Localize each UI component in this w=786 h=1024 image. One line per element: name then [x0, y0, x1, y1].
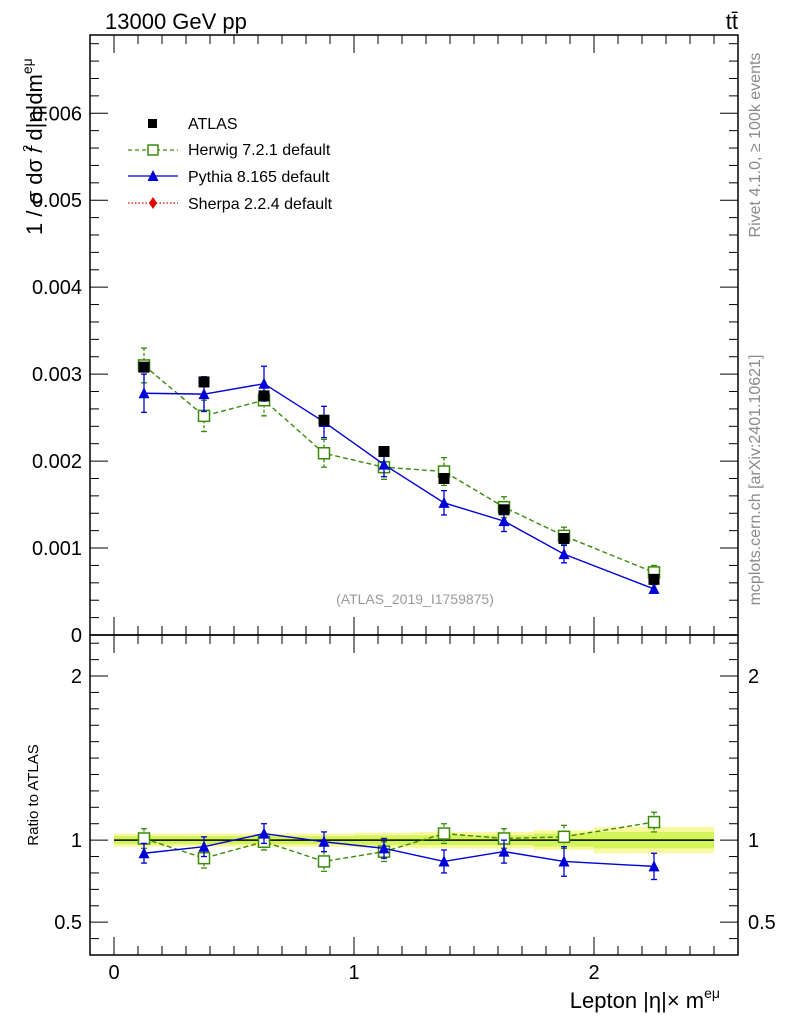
- pythia-data-point: [648, 860, 660, 872]
- ratio-axis-ticks: [89, 635, 739, 955]
- herwig-data-point: [557, 830, 571, 844]
- pythia-series-line: [143, 382, 655, 590]
- ratio-y-axis-label: Ratio to ATLAS: [25, 744, 42, 845]
- pythia-data-point: [258, 377, 270, 389]
- main-ytick-label: 0.001: [32, 538, 82, 560]
- ratio-ytick-label-right: 2: [748, 666, 759, 688]
- analysis-id-label: (ATLAS_2019_I1759875): [336, 591, 494, 607]
- svg-text:1 / σ dσ / d|η|dmeμ: 1 / σ dσ / d|η|dmeμ: [19, 58, 47, 235]
- legend: ATLAS Herwig 7.2.1 default Pythia 8.165 …: [128, 116, 333, 213]
- main-ytick-label: 0: [71, 625, 82, 647]
- pythia-data-point: [558, 548, 570, 560]
- legend-marker-herwig: [147, 144, 159, 156]
- ratio-series-layer: [137, 811, 661, 881]
- ratio-ytick-label-right: 1: [748, 830, 759, 852]
- ratio-ytick-labels-right: 0.5 1 2: [748, 666, 776, 934]
- pythia-data-point: [498, 515, 510, 527]
- pythia-data-point: [258, 827, 270, 839]
- atlas-data-point: [648, 573, 660, 585]
- pythia-data-point: [198, 840, 210, 852]
- side-label-bottom: mcplots.cern.ch [arXiv:2401.10621]: [747, 355, 764, 606]
- main-ytick-label: 0.006: [32, 103, 82, 125]
- pythia-data-point: [498, 845, 510, 857]
- atlas-data-point: [258, 390, 270, 402]
- main-ytick-label: 0.002: [32, 451, 82, 473]
- xlabel-main-text: Lepton |η|× m: [570, 988, 704, 1013]
- x-tick-labels: 0 1 2: [108, 962, 599, 984]
- herwig-series-line: [143, 364, 655, 574]
- ratio-ytick-label-right: 0.5: [748, 912, 776, 934]
- pythia-data-point: [198, 388, 210, 400]
- ratio-ytick-label: 1: [71, 830, 82, 852]
- pythia-data-point: [138, 847, 150, 859]
- legend-label-pythia: Pythia 8.165 default: [188, 169, 330, 186]
- pythia-data-point: [558, 855, 570, 867]
- herwig-data-point: [317, 447, 331, 460]
- atlas-data-point: [438, 472, 450, 484]
- ylabel-sup2-text: 2: [20, 145, 35, 152]
- ylabel-sup-text: eμ: [19, 58, 35, 74]
- legend-label-sherpa: Sherpa 2.2.4 default: [188, 196, 333, 213]
- herwig-data-point: [137, 832, 151, 845]
- main-ytick-label: 0.003: [32, 364, 82, 386]
- ratio-panel: 0.5 1 2 0.5 1 2 0 1 2 Ratio to ATLAS Lepton |η…: [25, 634, 776, 1013]
- x-axis-label: Lepton |η|× meμ: [570, 985, 720, 1013]
- main-panel: 0 0.001 0.002 0.003 0.004 0.005 0.006 (ATLAS_2…: [19, 34, 739, 647]
- pythia-data-point: [138, 387, 150, 399]
- xlabel-sup-text: eμ: [704, 985, 720, 1001]
- pythia-data-point: [318, 835, 330, 847]
- pythia-data-point: [438, 496, 450, 508]
- pythia-data-point: [438, 855, 450, 867]
- side-label-top: Rivet 4.1.0, ≥ 100k events: [747, 53, 764, 238]
- main-ytick-labels: 0 0.001 0.002 0.003 0.004 0.005 0.006: [32, 103, 82, 647]
- herwig-data-point: [647, 815, 661, 829]
- main-y-axis-label: 1 / σ dσ / d|η|dmeμ 2: [19, 58, 47, 235]
- xtick-label: 0: [108, 962, 119, 984]
- atlas-data-point: [138, 361, 150, 373]
- atlas-data-point: [378, 446, 390, 458]
- atlas-data-point: [558, 532, 570, 544]
- process-label: tt̄: [726, 9, 738, 34]
- legend-label-herwig: Herwig 7.2.1 default: [188, 142, 331, 159]
- pythia-data-point: [378, 842, 390, 854]
- herwig-data-point: [437, 827, 451, 840]
- herwig-data-point: [317, 855, 331, 868]
- xtick-label: 1: [348, 962, 359, 984]
- pythia-data-point: [378, 458, 390, 470]
- main-series-layer: [137, 347, 661, 594]
- legend-marker-pythia: [147, 170, 159, 181]
- legend-label-atlas: ATLAS: [188, 116, 238, 133]
- xtick-label: 2: [588, 962, 599, 984]
- legend-marker-sherpa: [149, 197, 157, 209]
- main-axis-ticks: [89, 35, 739, 636]
- ratio-ytick-label: 2: [71, 666, 82, 688]
- ratio-panel-frame: [89, 634, 739, 956]
- ratio-ytick-labels: 0.5 1 2: [54, 666, 82, 934]
- atlas-data-point: [498, 504, 510, 516]
- main-ytick-label: 0.005: [32, 190, 82, 212]
- legend-marker-atlas: [148, 119, 157, 128]
- energy-label: 13000 GeV pp: [105, 9, 247, 34]
- atlas-data-point: [198, 376, 210, 388]
- main-ytick-label: 0.004: [32, 277, 82, 299]
- ratio-ytick-label: 0.5: [54, 912, 82, 934]
- pythia-data-point: [648, 582, 660, 594]
- atlas-data-point: [318, 414, 330, 426]
- ylabel-main-text: 1 / σ dσ / d|η|dm: [22, 74, 47, 235]
